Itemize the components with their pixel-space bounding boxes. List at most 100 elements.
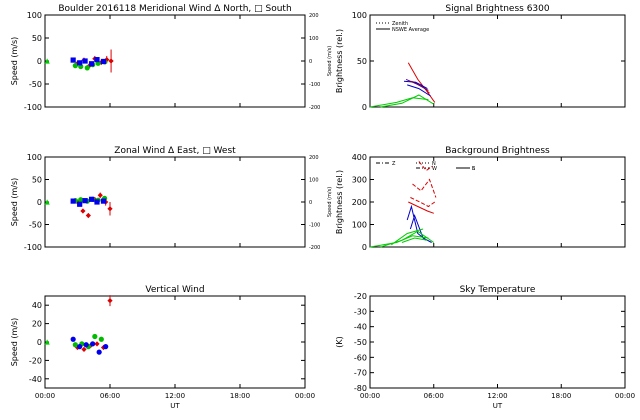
series-line-purple	[405, 78, 429, 91]
data-point-blue	[94, 199, 100, 205]
data-point-red	[108, 58, 114, 64]
data-point-blue	[70, 57, 76, 63]
chart-title: Boulder 2016118 Meridional Wind Δ North,…	[58, 4, 291, 14]
data-point-red	[104, 57, 110, 63]
y-axis-label: (K)	[335, 336, 344, 348]
y-axis-label: Speed (m/s)	[10, 178, 19, 227]
data-point-blue	[82, 198, 88, 204]
y-axis-label: Brightness (rel.)	[335, 29, 344, 93]
series-line-green2	[380, 230, 435, 248]
series-line-red1	[412, 178, 437, 198]
data-point-zenith-ref	[44, 339, 50, 345]
data-point-blue	[94, 57, 100, 63]
series-line-green2	[380, 94, 435, 108]
chart-title: Signal Brightness 6300	[445, 4, 549, 14]
y2-tick-label: 100	[309, 178, 319, 184]
panel-vertical: Vertical Wind Speed (m/s) -40 -20 0 20 40 00:00…	[10, 285, 315, 410]
data-point-blue	[70, 198, 76, 204]
data-point-red	[97, 192, 103, 198]
data-point-zenith-ref	[44, 199, 50, 205]
y-tick-label: -80	[354, 384, 367, 393]
data-point-blue	[77, 60, 83, 66]
data-point-red	[94, 341, 100, 347]
data-point-red	[81, 346, 87, 352]
y2-tick-label: 200	[309, 13, 319, 19]
y-tick-label: -60	[354, 353, 367, 362]
y2-axis-label: Speed (m/s)	[327, 46, 333, 76]
panel-signal: Signal Brightness 6300 Brightness (rel.) 0…	[335, 4, 626, 112]
chart-title: Sky Temperature	[460, 285, 536, 295]
y-tick-label: 0	[37, 338, 42, 347]
x-tick-label: 18:00	[551, 392, 571, 400]
data-point-blue	[77, 344, 83, 350]
data-point-red	[80, 208, 86, 214]
y-tick-label: 0	[37, 57, 42, 66]
series-line-green1	[369, 97, 429, 108]
y-tick-label: 100	[352, 221, 367, 230]
data-point-green	[78, 197, 84, 203]
series-line-blue1	[403, 80, 428, 90]
series-line-green3	[391, 228, 424, 246]
data-point-blue	[90, 341, 96, 347]
data-point-green	[72, 342, 78, 348]
data-point-green	[92, 333, 98, 340]
series-line-blue2	[407, 84, 431, 97]
y2-axis-label: Speed (m/s)	[327, 187, 333, 217]
data-point-blue	[88, 61, 95, 67]
legend-label: N	[432, 161, 436, 167]
y-tick-label: 300	[352, 176, 367, 185]
y-tick-label: 50	[357, 57, 367, 66]
x-axis-label: UT	[170, 402, 180, 410]
y-tick-label: 20	[32, 320, 42, 329]
y2-tick-label: 0	[309, 200, 312, 206]
y-tick-label: 0	[362, 103, 367, 112]
legend-label: W	[432, 166, 437, 172]
y-tick-label: -50	[29, 221, 42, 230]
legend-label: E	[472, 166, 475, 172]
data-point-blue	[96, 349, 102, 355]
data-point-zenith-ref	[44, 58, 50, 64]
data-point-blue	[100, 198, 107, 204]
series-line-red3	[408, 201, 434, 214]
chart-title: Background Brightness	[445, 146, 550, 156]
data-point-blue	[103, 344, 109, 350]
plot-frame	[369, 295, 626, 389]
y2-tick-label: 100	[309, 36, 319, 42]
panel-skytemp: Sky Temperature (K) -80 -70 -60 -50 -40 -30 -20 0…	[335, 285, 635, 410]
data-point-green	[98, 336, 104, 342]
legend-label: Zenith	[392, 21, 408, 27]
y2-tick-label: 0	[309, 59, 312, 65]
y-tick-label: -40	[29, 375, 42, 384]
panel-zonal: Zonal Wind Δ East, □ West Speed (m/s) -100…	[10, 146, 333, 252]
data-point-green	[72, 63, 78, 69]
y2-tick-label: -100	[309, 82, 320, 88]
y-tick-label: 0	[37, 198, 42, 207]
y-tick-label: 100	[352, 11, 367, 20]
legend-label: Z	[392, 161, 396, 167]
series-line-red1	[407, 62, 436, 103]
data-point-red	[85, 212, 91, 219]
series-line-red4	[418, 161, 433, 172]
y2-tick-label: -200	[309, 105, 320, 111]
x-tick-label: 00:00	[35, 392, 55, 400]
x-tick-label: 18:00	[230, 392, 250, 400]
data-point-blue	[77, 201, 83, 207]
x-tick-label: 06:00	[100, 392, 120, 400]
y-tick-label: -40	[354, 323, 367, 332]
series-line-red2	[410, 197, 436, 208]
y-tick-label: -20	[354, 292, 367, 301]
x-tick-label: 06:00	[424, 392, 444, 400]
y-tick-label: -50	[354, 338, 367, 347]
y-tick-label: 0	[362, 243, 367, 252]
y-tick-label: 400	[352, 153, 367, 162]
y2-tick-label: -100	[309, 223, 320, 229]
chart-title: Vertical Wind	[145, 285, 204, 295]
x-axis-label: UT	[493, 402, 503, 410]
panel-meridional: Boulder 2016118 Meridional Wind Δ North,…	[10, 4, 333, 112]
y-tick-label: -30	[354, 307, 367, 316]
y-axis-label: Brightness (rel.)	[335, 170, 344, 234]
series-line-green4	[401, 237, 428, 243]
data-point-blue	[82, 58, 88, 64]
plot-frame	[44, 295, 306, 389]
data-point-red	[107, 298, 113, 304]
